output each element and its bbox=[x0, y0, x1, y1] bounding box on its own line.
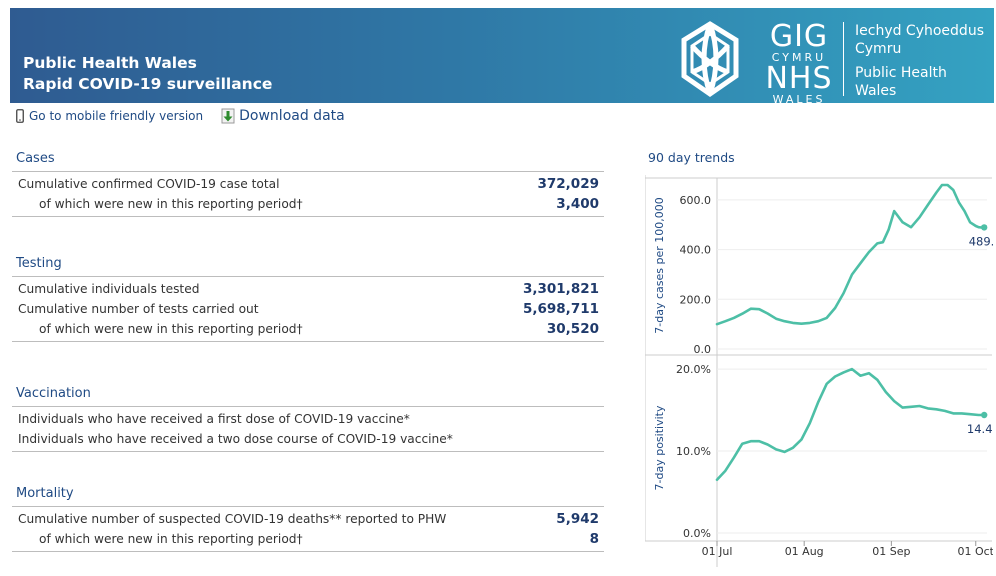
logo-cymru-text: CYMRU bbox=[771, 51, 827, 64]
english-name-line-2: Wales bbox=[855, 83, 897, 99]
cases-heading: Cases bbox=[16, 151, 55, 166]
series-line bbox=[715, 183, 986, 326]
row-label: of which were new in this reporting peri… bbox=[39, 532, 303, 546]
series-line bbox=[715, 367, 986, 482]
table-row: Individuals who have received a first do… bbox=[12, 409, 604, 429]
cases-table: Cumulative confirmed COVID-19 case total… bbox=[12, 171, 604, 217]
testing-section: Testing Cumulative individuals tested 3,… bbox=[12, 256, 604, 342]
logo-divider bbox=[843, 22, 844, 96]
welsh-name-line-2: Cymru bbox=[855, 41, 902, 57]
y-tick-label: 0.0% bbox=[683, 527, 711, 540]
x-tick-label: 01 Sep bbox=[872, 545, 910, 558]
table-row: Cumulative individuals tested 3,301,821 bbox=[12, 279, 604, 299]
table-row: Cumulative number of suspected COVID-19 … bbox=[12, 509, 604, 529]
row-value: 3,301,821 bbox=[522, 281, 599, 297]
table-row: of which were new in this reporting peri… bbox=[12, 319, 604, 339]
end-value-label: 489.4 bbox=[969, 234, 993, 248]
page-title: Public Health Wales Rapid COVID-19 surve… bbox=[23, 53, 272, 95]
row-value: 3,400 bbox=[556, 196, 599, 212]
y-tick-label: 400.0 bbox=[680, 244, 712, 257]
logo-gig-text: GIG bbox=[769, 19, 829, 54]
row-value: 5,942 bbox=[556, 511, 599, 527]
trends-heading: 90 day trends bbox=[648, 150, 735, 165]
row-value: 8 bbox=[589, 531, 599, 547]
y-tick-label: 200.0 bbox=[680, 293, 712, 306]
row-value: 30,520 bbox=[546, 321, 599, 337]
y-axis-label: 7-day cases per 100,000 bbox=[653, 197, 666, 333]
row-label: Individuals who have received a two dose… bbox=[18, 432, 453, 446]
row-label: Cumulative individuals tested bbox=[18, 282, 200, 296]
table-row: of which were new in this reporting peri… bbox=[12, 194, 604, 214]
row-label: Cumulative number of tests carried out bbox=[18, 302, 259, 316]
vaccination-heading: Vaccination bbox=[16, 386, 91, 401]
trend-charts: 0.0 200.0 400.0 600.0 7-day cases per 100,00… bbox=[645, 175, 993, 567]
table-row: Cumulative number of tests carried out 5… bbox=[12, 299, 604, 319]
row-label: Cumulative number of suspected COVID-19 … bbox=[18, 512, 447, 526]
vaccination-section: Vaccination Individuals who have receive… bbox=[12, 386, 604, 452]
row-label: Individuals who have received a first do… bbox=[18, 412, 410, 426]
header-banner: Public Health Wales Rapid COVID-19 surve… bbox=[10, 8, 994, 106]
cases-section: Cases Cumulative confirmed COVID-19 case… bbox=[12, 151, 604, 217]
nhs-wales-logo: GIG CYMRU NHS WALES bbox=[762, 22, 836, 106]
end-point-marker bbox=[980, 411, 988, 419]
mobile-phone-icon bbox=[16, 109, 24, 123]
welsh-name-line-1: Iechyd Cyhoeddus bbox=[855, 23, 984, 39]
x-tick-label: 01 Aug bbox=[785, 545, 824, 558]
testing-table: Cumulative individuals tested 3,301,821 … bbox=[12, 276, 604, 342]
english-name-line-1: Public Health bbox=[855, 65, 947, 81]
y-tick-label: 10.0% bbox=[676, 445, 711, 458]
top-links: Go to mobile friendly version Download d… bbox=[16, 108, 345, 124]
row-label: of which were new in this reporting peri… bbox=[39, 322, 303, 336]
end-value-label: 14.4% bbox=[967, 422, 993, 436]
mortality-table: Cumulative number of suspected COVID-19 … bbox=[12, 506, 604, 552]
testing-heading: Testing bbox=[16, 256, 62, 271]
logo-nhs-text: NHS bbox=[765, 61, 833, 96]
title-line-1: Public Health Wales bbox=[23, 54, 197, 72]
row-value: 372,029 bbox=[537, 176, 600, 192]
table-row: Cumulative confirmed COVID-19 case total… bbox=[12, 174, 604, 194]
organisation-name: Iechyd Cyhoeddus Cymru Public Health Wal… bbox=[855, 22, 984, 100]
welsh-knot-logo-icon bbox=[681, 21, 739, 98]
y-axis-label: 7-day positivity bbox=[653, 405, 666, 490]
x-tick-label: 01 Jul bbox=[702, 545, 733, 558]
y-tick-label: 20.0% bbox=[676, 363, 711, 376]
mortality-heading: Mortality bbox=[16, 486, 74, 501]
mortality-section: Mortality Cumulative number of suspected… bbox=[12, 486, 604, 552]
row-label: of which were new in this reporting peri… bbox=[39, 197, 303, 211]
logo-wales-text: WALES bbox=[772, 93, 826, 106]
x-tick-label: 01 Oct bbox=[957, 545, 993, 558]
table-row: of which were new in this reporting peri… bbox=[12, 529, 604, 549]
mobile-version-link[interactable]: Go to mobile friendly version bbox=[16, 109, 203, 123]
download-icon bbox=[221, 108, 235, 124]
download-data-link[interactable]: Download data bbox=[221, 108, 345, 124]
row-label: Cumulative confirmed COVID-19 case total bbox=[18, 177, 280, 191]
y-tick-label: 600.0 bbox=[680, 194, 712, 207]
mobile-version-label: Go to mobile friendly version bbox=[29, 109, 204, 123]
download-data-label: Download data bbox=[239, 108, 345, 124]
vaccination-table: Individuals who have received a first do… bbox=[12, 406, 604, 452]
table-row: Individuals who have received a two dose… bbox=[12, 429, 604, 449]
row-value: 5,698,711 bbox=[522, 301, 599, 317]
y-tick-label: 0.0 bbox=[694, 343, 712, 356]
end-point-marker bbox=[980, 224, 988, 231]
title-line-2: Rapid COVID-19 surveillance bbox=[23, 75, 273, 93]
